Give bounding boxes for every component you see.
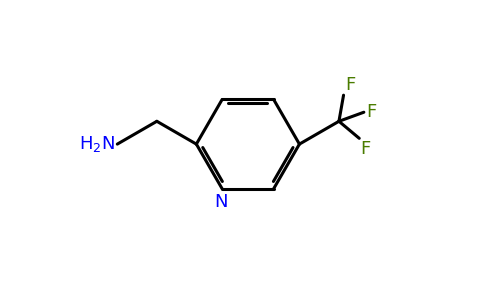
Text: F: F xyxy=(361,140,371,158)
Text: F: F xyxy=(366,103,377,121)
Text: H$_2$N: H$_2$N xyxy=(79,134,115,154)
Text: N: N xyxy=(214,193,227,211)
Text: F: F xyxy=(345,76,355,94)
